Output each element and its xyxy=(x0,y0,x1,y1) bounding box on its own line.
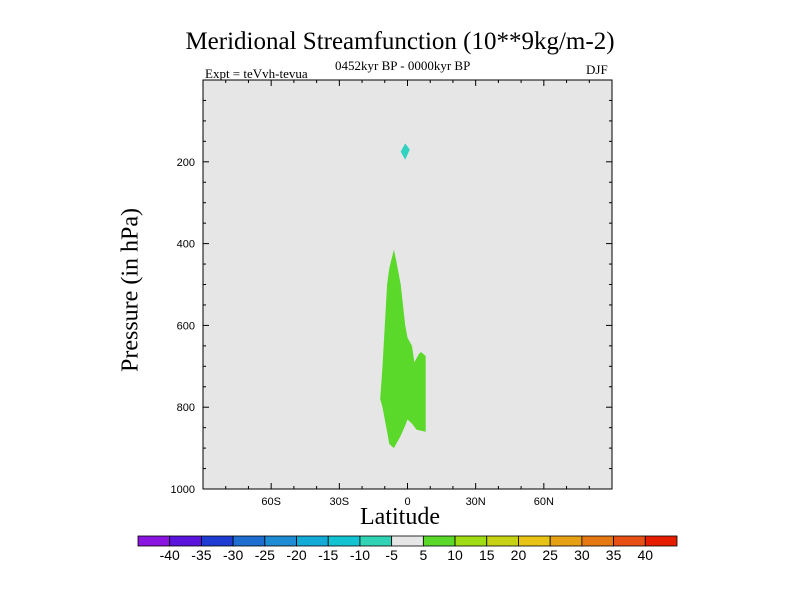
x-tick-label: 0 xyxy=(404,496,410,508)
colorbar-box xyxy=(518,535,551,547)
colorbar-box xyxy=(454,535,488,547)
colorbar-box xyxy=(613,535,646,547)
colorbar-box xyxy=(169,535,202,547)
colorbar-label: 20 xyxy=(511,547,527,563)
colorbar-box xyxy=(201,535,234,547)
colorbar-label: 35 xyxy=(606,547,622,563)
colorbar-box xyxy=(549,535,583,547)
y-tick-label: 400 xyxy=(177,239,195,251)
colorbar-box xyxy=(264,535,297,547)
colorbar-box xyxy=(422,535,456,547)
season-label: DJF xyxy=(586,62,608,77)
colorbar-box xyxy=(486,535,519,547)
colorbar-label: 40 xyxy=(638,547,654,563)
x-tick-label: 60N xyxy=(534,496,554,508)
y-tick-label: 200 xyxy=(177,157,195,169)
x-tick-label: 30N xyxy=(466,496,486,508)
colorbar-box xyxy=(137,535,171,547)
y-tick-label: 1000 xyxy=(171,484,195,496)
colorbar-label: 10 xyxy=(447,547,463,563)
colorbar-box xyxy=(296,535,329,547)
colorbar-label: 15 xyxy=(479,547,495,563)
colorbar-label: -10 xyxy=(350,547,370,563)
colorbar-box xyxy=(232,535,266,547)
x-tick-label: 60S xyxy=(261,496,281,508)
colorbar-label: -25 xyxy=(255,547,275,563)
colorbar-label: -5 xyxy=(385,547,398,563)
colorbar-label: 25 xyxy=(542,547,558,563)
colorbar-box xyxy=(581,535,614,547)
y-tick-label: 600 xyxy=(177,320,195,332)
colorbar-label: -35 xyxy=(191,547,211,563)
x-axis-label: Latitude xyxy=(360,504,440,530)
contour-region-0 xyxy=(380,249,426,449)
period-label: 0452kyr BP - 0000kyr BP xyxy=(335,58,471,73)
colorbar-box xyxy=(327,535,361,547)
y-tick-label: 800 xyxy=(177,402,195,414)
colorbar-label: 30 xyxy=(574,547,590,563)
colorbar-label: -30 xyxy=(223,547,243,563)
colorbar-label: -15 xyxy=(318,547,338,563)
colorbar-box xyxy=(359,535,393,547)
colorbar-label: -20 xyxy=(286,547,306,563)
contour-region-1 xyxy=(400,143,410,160)
experiment-label: Expt = teVvh-tevua xyxy=(205,66,308,81)
colorbar-box xyxy=(644,535,678,547)
colorbar-label: -40 xyxy=(160,547,180,563)
colorbar-box xyxy=(391,535,424,547)
plot-background xyxy=(203,80,612,489)
chart-title: Meridional Streamfunction (10**9kg/m-2) xyxy=(185,28,615,55)
colorbar-label: 5 xyxy=(419,547,427,563)
x-tick-label: 30S xyxy=(330,496,350,508)
